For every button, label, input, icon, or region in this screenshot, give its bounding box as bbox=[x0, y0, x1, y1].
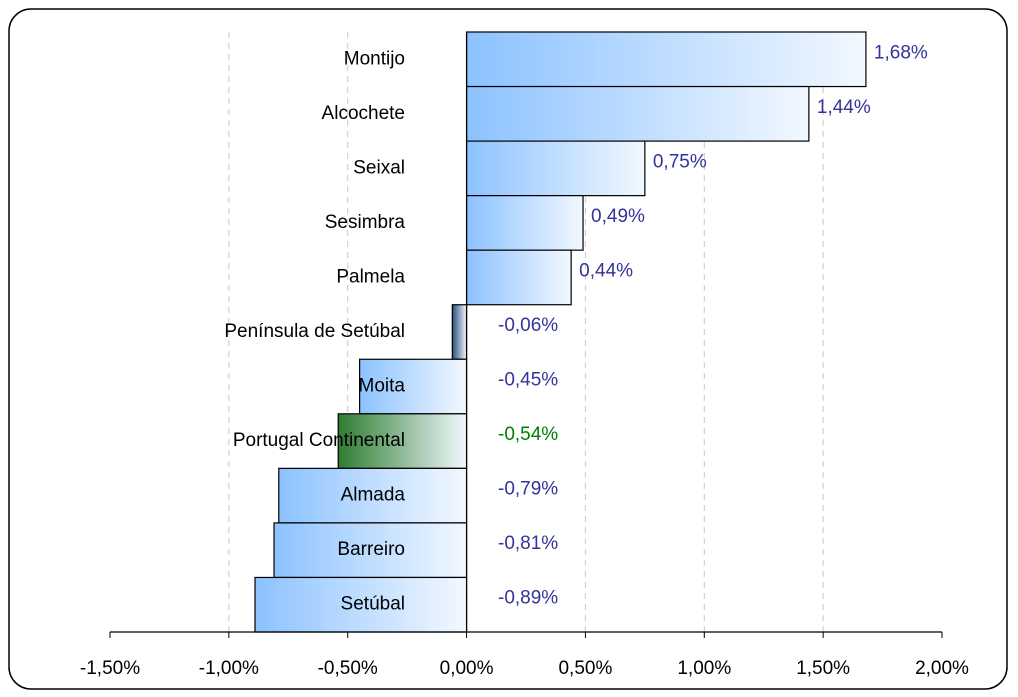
value-label: 0,75% bbox=[653, 151, 707, 172]
x-tick-label: -1,00% bbox=[199, 658, 259, 679]
bar bbox=[451, 304, 468, 360]
x-tick-label: -1,50% bbox=[80, 658, 140, 679]
value-label: 0,49% bbox=[591, 206, 645, 227]
category-label: Portugal Continental bbox=[233, 430, 405, 451]
category-label: Seixal bbox=[353, 157, 405, 178]
category-label: Almada bbox=[341, 485, 406, 506]
category-label: Montijo bbox=[344, 48, 405, 69]
category-label: Alcochete bbox=[322, 103, 405, 124]
value-label: 1,68% bbox=[874, 42, 928, 63]
value-label: -0,54% bbox=[498, 424, 558, 445]
value-label: -0,45% bbox=[498, 370, 558, 391]
value-label: 0,44% bbox=[579, 260, 633, 281]
bar bbox=[359, 358, 468, 415]
value-label: -0,81% bbox=[498, 533, 558, 554]
value-label: -0,89% bbox=[498, 588, 558, 609]
category-label: Sesimbra bbox=[325, 212, 406, 233]
x-tick-label: 1,00% bbox=[677, 658, 731, 679]
x-tick-label: -0,50% bbox=[318, 658, 378, 679]
category-label: Setúbal bbox=[341, 594, 405, 615]
value-label: -0,06% bbox=[498, 315, 558, 336]
bar bbox=[337, 413, 468, 469]
x-tick-label: 1,50% bbox=[796, 658, 850, 679]
bar bbox=[465, 31, 867, 88]
bar bbox=[465, 195, 584, 251]
bar bbox=[278, 467, 468, 524]
x-tick-label: 0,50% bbox=[558, 658, 612, 679]
value-label: 1,44% bbox=[817, 97, 871, 118]
bar bbox=[465, 85, 810, 142]
bar bbox=[465, 249, 572, 306]
value-label: -0,79% bbox=[498, 479, 558, 500]
x-tick-label: 2,00% bbox=[915, 658, 969, 679]
category-label: Península de Setúbal bbox=[224, 321, 405, 342]
bar bbox=[465, 140, 646, 197]
x-tick-label: 0,00% bbox=[440, 658, 494, 679]
category-label: Palmela bbox=[336, 266, 405, 287]
category-label: Moita bbox=[359, 376, 406, 397]
category-label: Barreiro bbox=[337, 539, 405, 560]
